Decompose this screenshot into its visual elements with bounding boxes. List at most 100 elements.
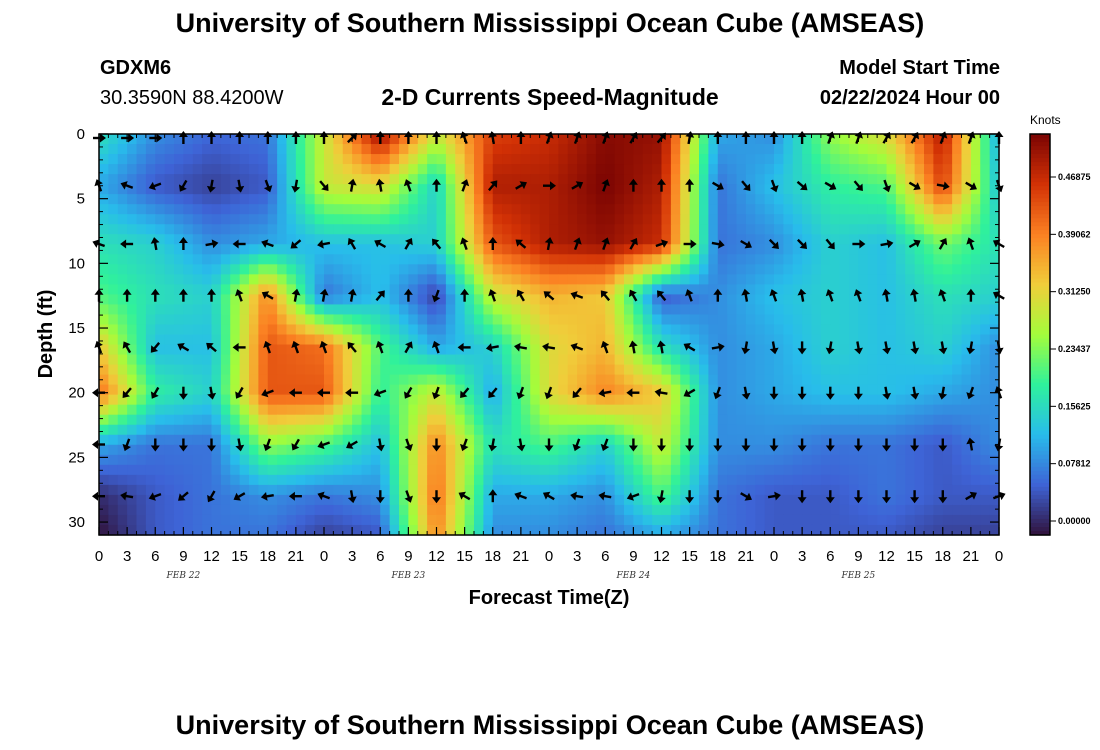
- vector-head: [178, 445, 188, 452]
- heatmap-cell: [830, 244, 841, 255]
- heatmap-cell: [792, 484, 803, 496]
- current-vector: [404, 237, 413, 250]
- heatmap-cell: [352, 284, 363, 296]
- heatmap-cell: [952, 474, 963, 486]
- heatmap-cell: [464, 324, 475, 336]
- heatmap-cell: [99, 154, 109, 165]
- heatmap-cell: [792, 384, 803, 396]
- heatmap-cell: [239, 324, 250, 336]
- heatmap-cell: [586, 174, 597, 185]
- colorbar-swatch: [1030, 222, 1050, 227]
- heatmap-cell: [820, 134, 831, 145]
- heatmap-cell: [877, 404, 888, 416]
- heatmap-cell: [324, 394, 334, 406]
- current-vector: [235, 386, 244, 399]
- heatmap-cell: [877, 284, 888, 296]
- vector-head: [405, 237, 413, 246]
- heatmap-cell: [155, 284, 166, 296]
- heatmap-cell: [380, 344, 391, 356]
- heatmap-cell: [267, 394, 278, 406]
- heatmap-cell: [567, 404, 578, 416]
- heatmap-cell: [689, 524, 700, 536]
- heatmap-cell: [774, 494, 784, 506]
- heatmap-cell: [755, 514, 766, 526]
- heatmap-cell: [924, 224, 934, 235]
- heatmap-cell: [530, 174, 541, 185]
- heatmap-cell: [661, 304, 672, 316]
- heatmap-cell: [830, 234, 841, 245]
- heatmap-cell: [464, 274, 475, 285]
- heatmap-cell: [802, 264, 813, 275]
- heatmap-cell: [239, 424, 250, 436]
- heatmap-cell: [970, 484, 981, 496]
- heatmap-cell: [830, 434, 841, 446]
- heatmap-cell: [249, 344, 259, 356]
- heatmap-cell: [305, 264, 316, 275]
- heatmap-cell: [352, 204, 363, 215]
- heatmap-cell: [427, 264, 438, 275]
- heatmap-cell: [624, 164, 634, 175]
- heatmap-cell: [380, 234, 391, 245]
- heatmap-cell: [942, 304, 953, 316]
- heatmap-cell: [989, 194, 1000, 205]
- heatmap-cell: [717, 254, 728, 265]
- heatmap-cell: [492, 244, 503, 255]
- heatmap-cell: [764, 204, 775, 215]
- heatmap-cell: [980, 214, 991, 225]
- heatmap-cell: [220, 244, 231, 255]
- heatmap-cell: [717, 364, 728, 376]
- heatmap-cell: [314, 184, 325, 195]
- heatmap-cell: [455, 504, 466, 516]
- heatmap-cell: [577, 474, 588, 486]
- heatmap-cell: [877, 464, 888, 476]
- current-vector: [882, 386, 892, 400]
- heatmap-cell: [783, 294, 794, 306]
- heatmap-cell: [727, 194, 738, 205]
- heatmap-cell: [108, 514, 119, 526]
- heatmap-cell: [174, 374, 184, 386]
- heatmap-cell: [408, 154, 419, 165]
- colorbar-swatch: [1030, 250, 1050, 255]
- heatmap-cell: [802, 504, 813, 516]
- heatmap-cell: [680, 384, 691, 396]
- heatmap-cell: [980, 284, 991, 296]
- heatmap-cell: [249, 304, 259, 316]
- vector-head: [404, 391, 412, 399]
- heatmap-cell: [830, 394, 841, 406]
- heatmap-cell: [989, 324, 1000, 336]
- heatmap-cell: [277, 134, 288, 145]
- heatmap-cell: [708, 494, 719, 506]
- heatmap-cell: [277, 144, 288, 155]
- heatmap-cell: [661, 364, 672, 376]
- heatmap-cell: [970, 364, 981, 376]
- heatmap-cell: [277, 294, 288, 306]
- heatmap-cell: [370, 274, 381, 285]
- heatmap-cell: [108, 234, 119, 245]
- current-vector: [713, 386, 722, 400]
- heatmap-cell: [192, 364, 203, 376]
- heatmap-cell: [164, 424, 175, 436]
- heatmap-cell: [755, 294, 766, 306]
- heatmap-cell: [989, 274, 1000, 285]
- heatmap-cell: [774, 384, 784, 396]
- heatmap-cell: [445, 364, 456, 376]
- heatmap-cell: [145, 374, 156, 386]
- heatmap-cell: [370, 184, 381, 195]
- vector-head: [656, 496, 666, 504]
- heatmap-cell: [277, 174, 288, 185]
- speed-heatmap: [99, 134, 1000, 536]
- heatmap-cell: [792, 314, 803, 326]
- heatmap-cell: [745, 364, 756, 376]
- heatmap-cell: [211, 144, 222, 155]
- heatmap-cell: [464, 404, 475, 416]
- heatmap-cell: [202, 194, 213, 205]
- vector-head: [910, 347, 920, 355]
- current-vector: [458, 491, 471, 501]
- heatmap-cell: [455, 304, 466, 316]
- heatmap-cell: [774, 214, 784, 225]
- heatmap-cell: [202, 144, 213, 155]
- heatmap-cell: [352, 494, 363, 506]
- heatmap-cell: [886, 344, 897, 356]
- heatmap-cell: [520, 264, 531, 275]
- heatmap-cell: [642, 374, 653, 386]
